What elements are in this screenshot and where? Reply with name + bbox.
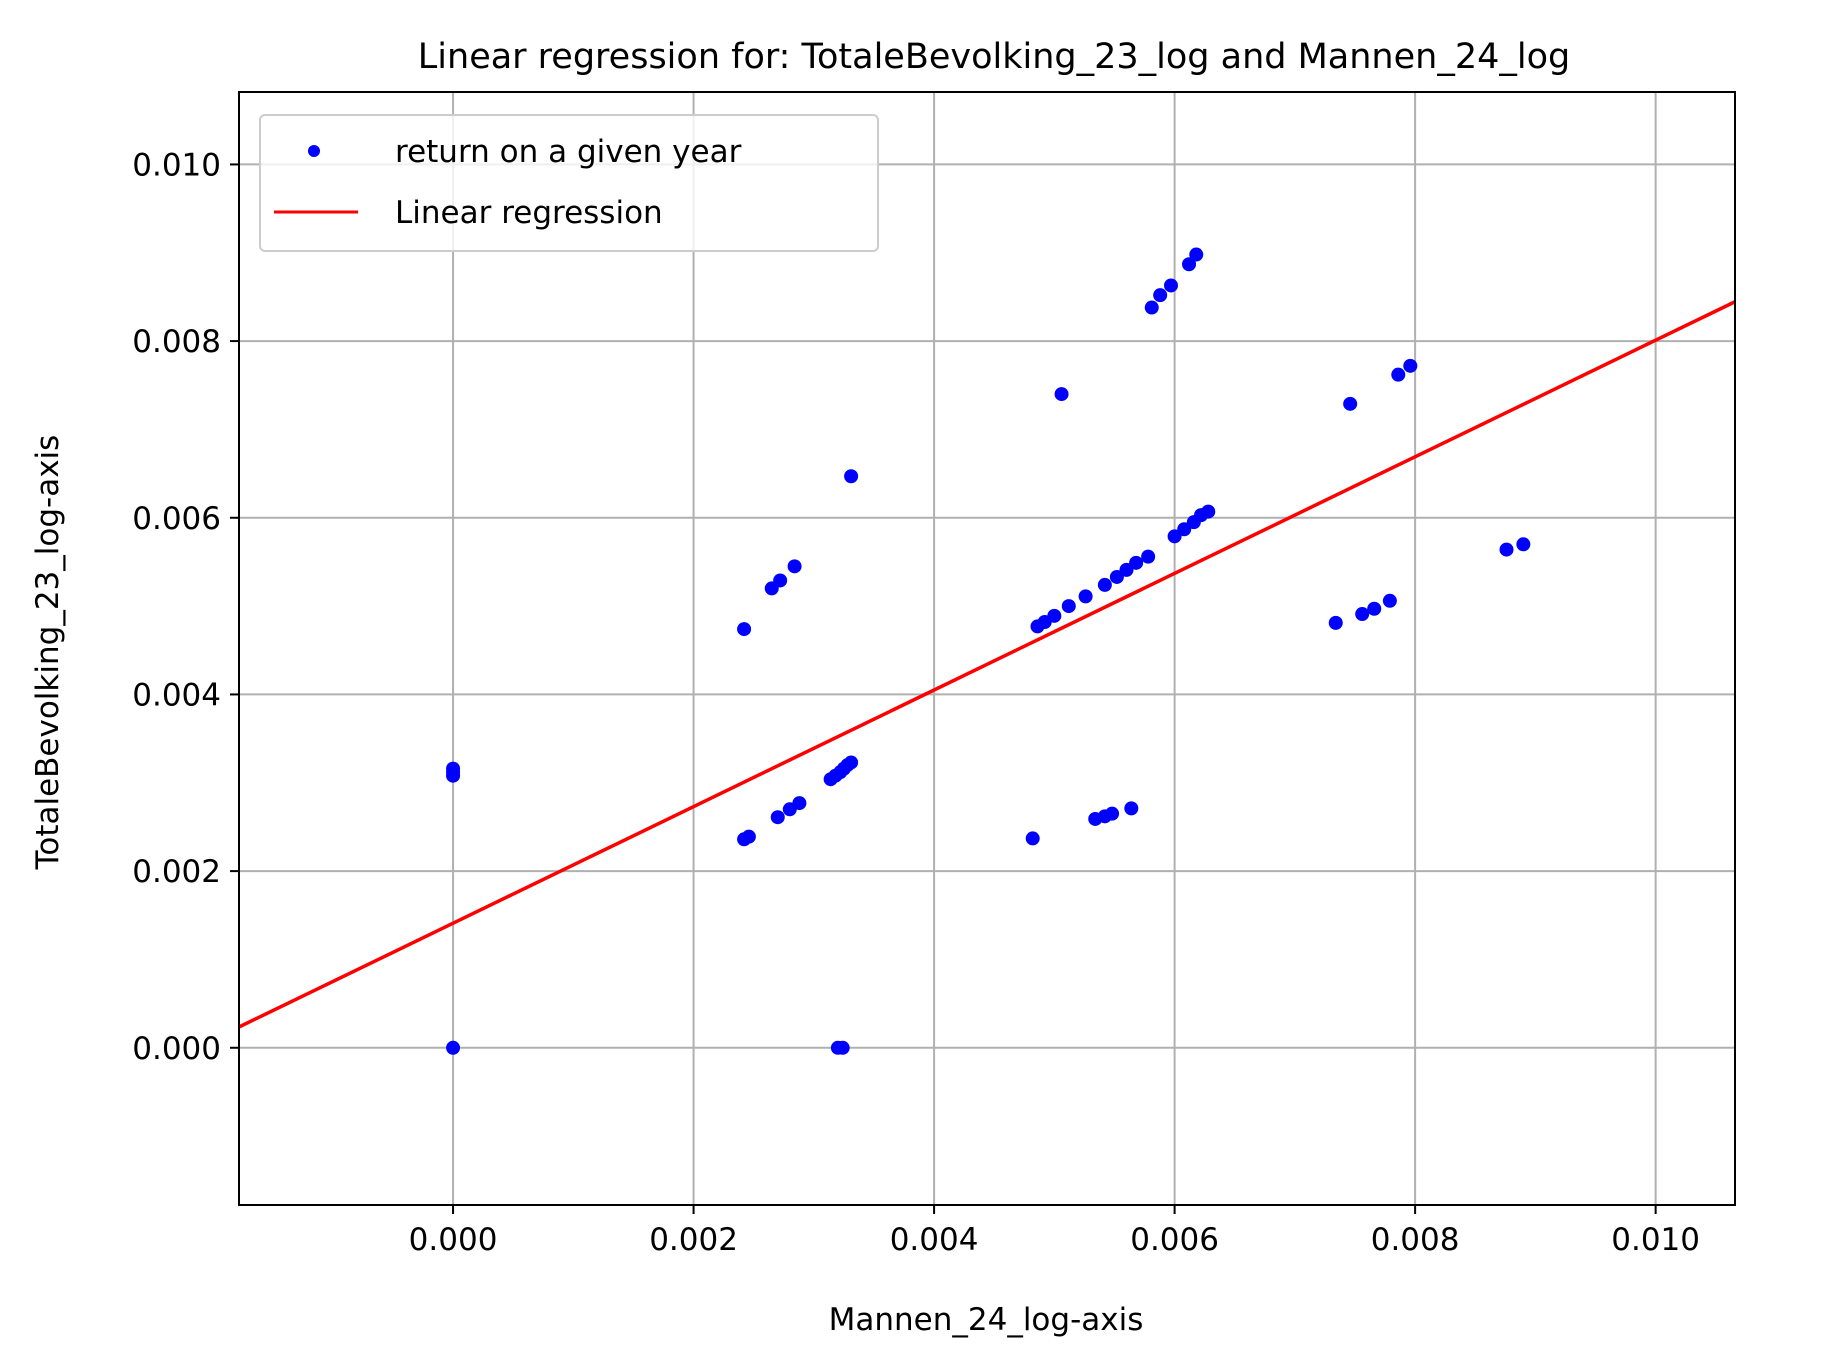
data-point bbox=[773, 573, 788, 588]
data-point bbox=[1516, 537, 1531, 552]
data-point bbox=[1163, 278, 1178, 293]
data-point bbox=[1025, 831, 1040, 846]
data-point bbox=[1367, 601, 1382, 616]
data-point bbox=[835, 1040, 850, 1055]
data-point bbox=[1201, 504, 1216, 519]
y-tick-label: 0.010 bbox=[132, 147, 221, 183]
data-point bbox=[741, 829, 756, 844]
data-point bbox=[1129, 555, 1144, 570]
x-tick-label: 0.010 bbox=[1611, 1222, 1700, 1258]
legend-scatter-marker bbox=[308, 145, 320, 157]
data-point bbox=[1189, 247, 1204, 262]
data-point bbox=[1153, 288, 1168, 303]
data-point bbox=[1097, 577, 1112, 592]
y-tick-label: 0.006 bbox=[132, 501, 221, 537]
data-point bbox=[1054, 387, 1069, 402]
x-tick-label: 0.004 bbox=[890, 1222, 979, 1258]
data-point bbox=[792, 796, 807, 811]
x-axis-label: Mannen_24_log-axis bbox=[829, 1302, 1144, 1338]
regression-line bbox=[238, 300, 1736, 1029]
legend: return on a given year Linear regression bbox=[259, 114, 879, 252]
y-tick-label: 0.000 bbox=[132, 1031, 221, 1067]
data-point bbox=[446, 1040, 461, 1055]
data-point bbox=[1499, 542, 1514, 557]
data-point bbox=[1382, 593, 1397, 608]
regression-line-layer bbox=[238, 300, 1736, 1029]
x-tick-label: 0.000 bbox=[409, 1222, 498, 1258]
data-point bbox=[446, 761, 461, 776]
data-point bbox=[1124, 801, 1139, 816]
data-point bbox=[1167, 529, 1182, 544]
y-tick-label: 0.002 bbox=[132, 854, 221, 890]
y-tick-label: 0.008 bbox=[132, 324, 221, 360]
legend-scatter-label: return on a given year bbox=[395, 134, 742, 170]
data-point bbox=[844, 469, 859, 484]
plot-frame bbox=[238, 91, 1736, 1206]
data-point bbox=[1144, 300, 1159, 315]
data-point bbox=[770, 810, 785, 825]
data-point bbox=[1119, 562, 1134, 577]
data-point bbox=[1391, 367, 1406, 382]
data-point bbox=[1061, 599, 1076, 614]
legend-line-label: Linear regression bbox=[395, 195, 663, 231]
data-point bbox=[1403, 358, 1418, 373]
data-point bbox=[1141, 549, 1156, 564]
data-point bbox=[1078, 589, 1093, 604]
x-tick-label: 0.006 bbox=[1130, 1222, 1219, 1258]
data-point bbox=[1343, 396, 1358, 411]
data-point bbox=[737, 622, 752, 637]
data-points bbox=[446, 247, 1531, 1055]
data-point bbox=[1182, 257, 1197, 272]
data-point bbox=[787, 559, 802, 574]
x-tick-label: 0.002 bbox=[649, 1222, 738, 1258]
data-point bbox=[1105, 806, 1120, 821]
data-point bbox=[1047, 608, 1062, 623]
data-point bbox=[844, 755, 859, 770]
x-axis-ticks: 0.000 0.002 0.004 0.006 0.008 0.010 bbox=[409, 1205, 1700, 1258]
chart-title: Linear regression for: TotaleBevolking_2… bbox=[418, 37, 1570, 77]
data-point bbox=[1328, 615, 1343, 630]
grid-lines bbox=[239, 92, 1735, 1205]
data-point bbox=[1355, 607, 1370, 622]
y-tick-label: 0.004 bbox=[132, 677, 221, 713]
data-point bbox=[1109, 569, 1124, 584]
data-point bbox=[1177, 522, 1192, 537]
legend-box bbox=[259, 114, 879, 252]
y-axis-ticks: 0.000 0.002 0.004 0.006 0.008 0.010 bbox=[132, 147, 239, 1067]
y-axis-label: TotaleBevolking_23_log-axis bbox=[30, 435, 66, 871]
x-tick-label: 0.008 bbox=[1371, 1222, 1460, 1258]
